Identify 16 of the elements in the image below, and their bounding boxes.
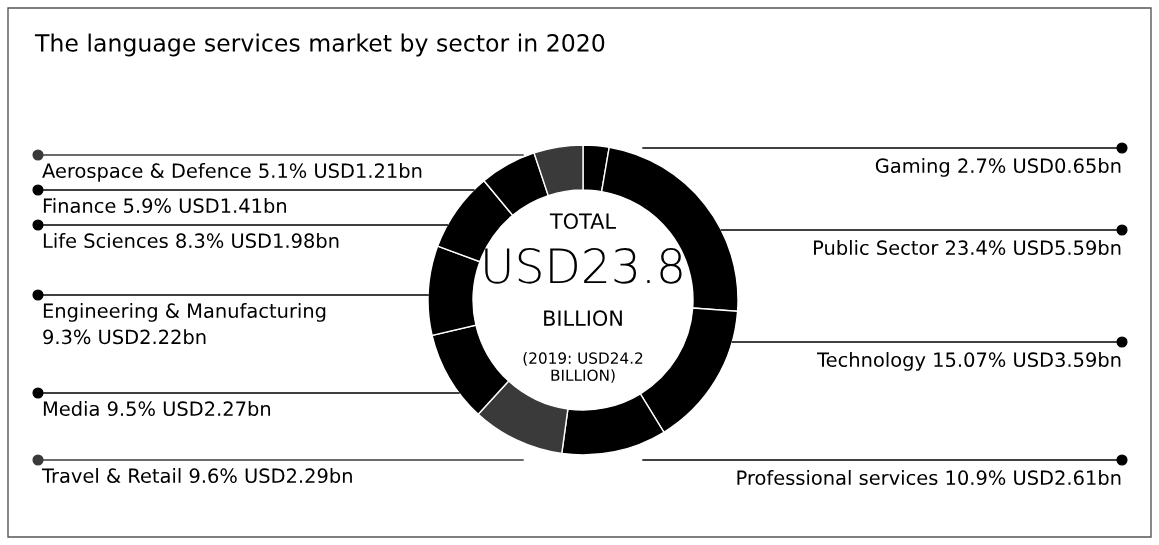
legend-label: Engineering & Manufacturing [43,303,326,322]
legend-label: Life Sciences 8.3% USD1.98bn [43,233,339,249]
text: (2019: USD24.2 BILLION) [523,352,643,383]
text: USD23.8 [485,247,682,284]
legend-label: Travel & Retail 9.6% USD2.29bn [41,468,352,484]
text: BILLION [544,310,622,327]
legend-label: Public Sector 23.4% USD5.59bn [814,240,1121,256]
legend-label: Professional services 10.9% USD2.61bn [737,470,1121,486]
data-label: 9.3% USD2.22bn [43,329,206,345]
legend-label: Technology 15.07% USD3.59bn [817,352,1121,371]
legend-label: Gaming 2.7% USD0.65bn [875,158,1121,177]
chart-title: The language services market by sector in 2020 [34,33,605,57]
legend-label: Finance 5.9% USD1.41bn [43,198,287,214]
legend-label: Aerospace & Defence 5.1% USD1.21bn [42,163,422,182]
legend-label: Media 9.5% USD2.27bn [43,401,271,417]
text: TOTAL [549,213,616,230]
